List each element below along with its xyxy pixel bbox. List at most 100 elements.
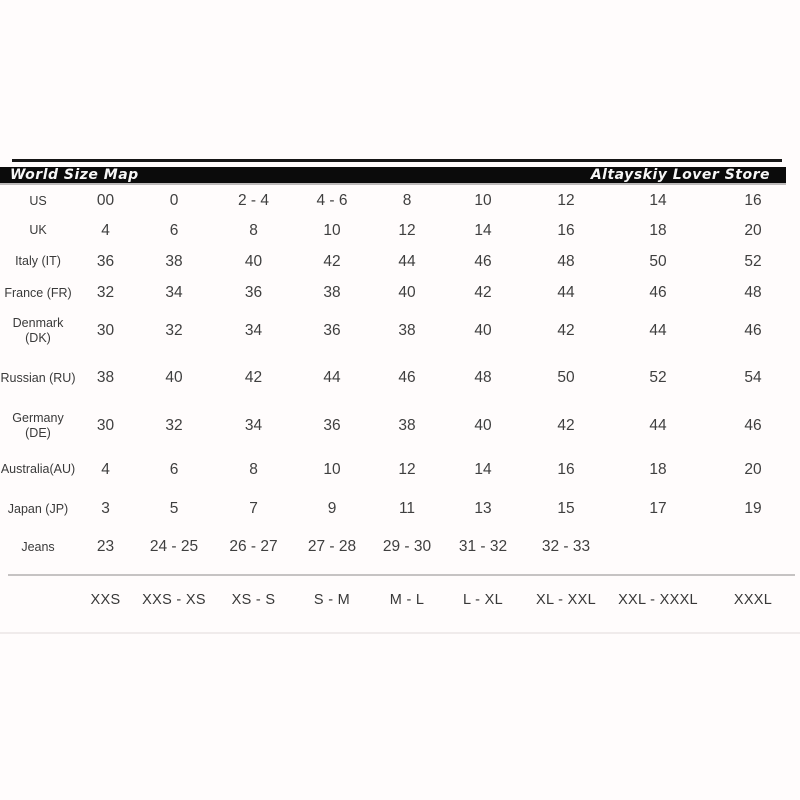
size-value-cell: 16 <box>744 192 762 209</box>
size-value-cell: 20 <box>744 221 762 239</box>
size-value-cell: 46 <box>744 417 762 434</box>
region-label: UK <box>29 223 47 237</box>
size-value-cell: 20 <box>744 460 762 478</box>
region-label: Japan (JP) <box>7 501 69 516</box>
size-value-cell: 52 <box>649 369 667 386</box>
size-value-cell: 26 - 27 <box>229 538 278 555</box>
size-value-cell: 7 <box>249 500 258 517</box>
size-value-cell: 46 <box>744 322 762 339</box>
size-value-cell: 36 <box>323 322 341 339</box>
region-label: US <box>29 193 47 208</box>
title-bar: World Size Map Altayskiy Lover Store <box>0 167 786 185</box>
size-value-cell: 5 <box>169 500 179 517</box>
size-value-cell: 32 <box>165 417 183 434</box>
size-value-cell: 4 <box>101 460 110 478</box>
table-row: Russian (RU) 38 40 42 44 46 48 50 52 54 <box>0 353 800 403</box>
size-name-cell: XXL - XXXL <box>618 592 698 608</box>
footer-row: XXS XXS - XS XS - S S - M M - L L - XL XL - XX… <box>0 586 800 614</box>
size-name-cell: M - L <box>389 592 425 608</box>
size-value-cell: 14 <box>649 192 667 209</box>
size-value-cell: 6 <box>169 460 179 478</box>
size-value-cell: 10 <box>323 221 341 239</box>
size-value-cell: 16 <box>557 221 575 239</box>
size-value-cell: 38 <box>96 369 115 386</box>
size-value-cell: 27 - 28 <box>307 538 357 555</box>
size-value-cell: 14 <box>474 460 492 478</box>
size-value-cell: 16 <box>557 460 575 478</box>
region-label: Italy (IT) <box>15 254 61 268</box>
size-value-cell: 46 <box>398 369 416 386</box>
size-value-cell: 48 <box>744 284 762 301</box>
table-row: France (FR) 32 34 36 38 40 42 44 46 48 <box>0 277 800 309</box>
table-row: Denmark (DK) 30 32 34 36 38 40 42 44 46 <box>0 309 800 353</box>
region-label: Germany (DE) <box>12 411 64 440</box>
table-row: Germany (DE) 30 32 34 36 38 40 42 44 46 <box>0 403 800 449</box>
size-value-cell: 36 <box>244 284 263 301</box>
size-value-cell: 13 <box>474 500 492 517</box>
size-value-cell: 6 <box>169 221 179 239</box>
size-value-cell: 34 <box>244 417 263 434</box>
size-value-cell: 31 - 32 <box>458 538 508 555</box>
size-value-cell: 38 <box>165 252 183 270</box>
size-value-cell: 44 <box>557 284 575 301</box>
size-value-cell: 8 <box>402 192 412 209</box>
size-value-cell: 30 <box>96 417 115 434</box>
region-label: Australia(AU) <box>0 462 76 476</box>
size-value-cell: 46 <box>649 284 667 301</box>
size-value-cell: 19 <box>744 500 762 517</box>
size-value-cell: 3 <box>101 500 110 517</box>
size-value-cell: 40 <box>474 322 492 339</box>
size-value-cell: 18 <box>649 221 667 239</box>
size-value-cell: 40 <box>474 417 492 434</box>
size-name-cell: XXS - XS <box>142 592 206 608</box>
size-value-cell: 44 <box>649 322 667 339</box>
size-name-cell: XL - XXL <box>536 592 596 608</box>
size-value-cell: 34 <box>244 322 263 339</box>
size-value-cell: 10 <box>474 192 492 209</box>
size-value-cell: 48 <box>474 369 492 386</box>
size-value-cell: 4 - 6 <box>316 192 348 209</box>
region-label: Denmark (DK) <box>12 316 64 345</box>
size-value-cell: 2 - 4 <box>237 192 269 209</box>
size-value-cell: 12 <box>398 221 416 239</box>
size-value-cell: 40 <box>398 284 416 301</box>
table-row: UK 4 6 8 10 12 14 16 18 20 <box>0 215 800 246</box>
table-row: Australia(AU) 4 6 8 10 12 14 16 18 20 <box>0 449 800 490</box>
top-rule <box>12 159 782 162</box>
size-name-cell: XXS <box>90 592 121 608</box>
size-value-cell: 29 - 30 <box>382 538 432 555</box>
bottom-rule <box>0 632 800 634</box>
size-value-cell: 36 <box>323 417 341 434</box>
size-value-cell: 18 <box>649 460 667 478</box>
size-value-cell: 40 <box>244 252 263 270</box>
size-value-cell: 48 <box>557 252 575 270</box>
size-value-cell: 15 <box>557 500 575 517</box>
size-value-cell: 17 <box>649 500 667 517</box>
size-value-cell <box>610 528 706 566</box>
size-value-cell: 11 <box>398 500 416 517</box>
size-value-cell: 52 <box>744 252 762 270</box>
size-value-cell: 24 - 25 <box>149 538 199 555</box>
size-value-cell: 50 <box>557 369 575 386</box>
size-value-cell: 32 <box>96 284 115 301</box>
store-name: Altayskiy Lover Store <box>590 167 770 183</box>
size-name-cell: XXXL <box>733 592 773 608</box>
size-value-cell: 38 <box>398 417 416 434</box>
size-value-cell: 38 <box>398 322 416 339</box>
size-value-cell: 38 <box>323 284 341 301</box>
size-value-cell: 12 <box>398 460 416 478</box>
separator-line <box>8 574 795 576</box>
size-value-cell: 30 <box>96 322 115 339</box>
size-name-cell: XS - S <box>231 592 276 608</box>
size-value-cell <box>706 528 800 566</box>
size-value-cell: 50 <box>649 252 667 270</box>
region-label: Jeans <box>21 539 55 554</box>
size-value-cell: 42 <box>474 284 492 301</box>
footer-spacer-cell <box>0 586 76 614</box>
size-value-cell: 0 <box>169 192 179 209</box>
size-value-cell: 12 <box>557 192 575 209</box>
size-value-cell: 23 <box>96 538 115 555</box>
